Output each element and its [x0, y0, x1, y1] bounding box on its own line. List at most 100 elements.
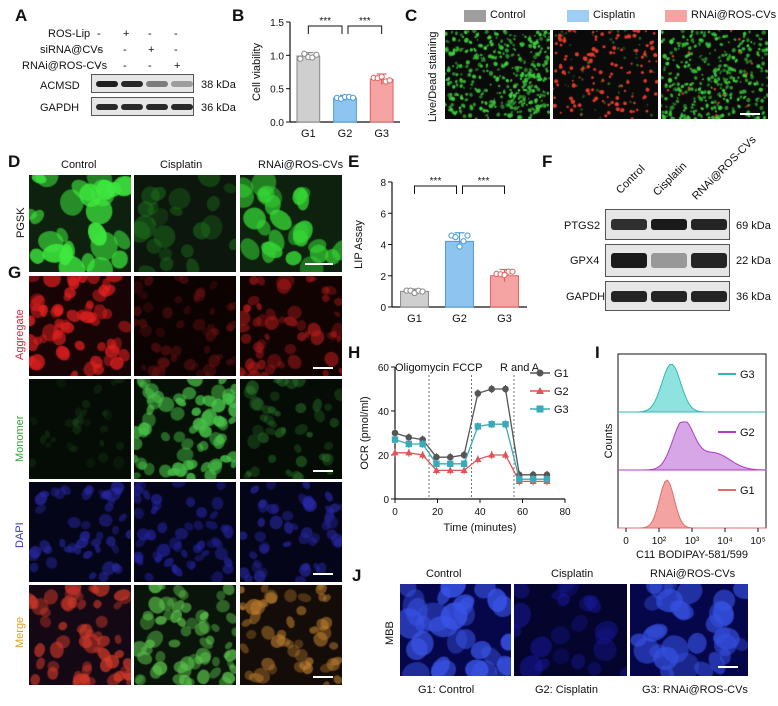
row-label-mbb: MBB — [384, 621, 396, 645]
legend-swatch-control — [464, 10, 486, 22]
sign-marker: + — [148, 44, 155, 56]
column-label: Control — [426, 568, 462, 580]
row-label-monomer: Monomer — [14, 415, 26, 462]
panel-label-e: E — [348, 152, 360, 171]
legend-label: Control — [490, 9, 526, 21]
y-tick-label: 20 — [378, 451, 390, 462]
mbb-cisplatin-image — [514, 584, 627, 676]
data-point — [297, 55, 304, 62]
scale-bar — [313, 676, 333, 678]
merge-rnai-image — [240, 585, 342, 685]
data-point — [419, 451, 427, 458]
y-tick-label: 0 — [380, 303, 386, 314]
x-tick-label: G3 — [497, 313, 512, 325]
kda-label: 22 kDa — [736, 255, 771, 267]
data-point — [488, 385, 495, 393]
x-tick-label: 80 — [559, 507, 571, 518]
kda-label: 69 kDa — [736, 220, 771, 232]
condition-label: ROS-Lip — [48, 28, 91, 40]
column-label: Cisplatin — [160, 159, 203, 171]
protein-label: GAPDH — [40, 102, 80, 114]
y-tick-label: 0 — [383, 495, 389, 506]
column-label: Cisplatin — [551, 568, 594, 580]
dapi-control-image — [29, 482, 131, 582]
data-point — [446, 453, 454, 461]
blot-gapdh — [91, 97, 194, 116]
data-point — [419, 288, 426, 295]
pgsk-control-image — [29, 175, 131, 272]
data-point — [474, 423, 482, 430]
data-point — [502, 385, 509, 393]
sign-marker: - — [97, 28, 101, 40]
blot-band — [691, 253, 727, 268]
mbb-rnai-image — [630, 584, 748, 676]
x-tick-label: G1 — [407, 313, 422, 325]
sign-marker: - — [174, 28, 178, 40]
legend-swatch-rnai — [665, 10, 687, 22]
bar — [333, 97, 357, 123]
column-label: RNAi@ROS-CVs — [258, 159, 344, 171]
annotation: R and A — [500, 362, 540, 374]
panel-label-h: H — [348, 343, 361, 362]
row-label-livedead: Live/Dead staining — [427, 31, 439, 122]
column-label: RNAi@ROS-CVs — [690, 133, 759, 203]
data-point — [543, 476, 551, 483]
chart-h: 0 20 40 60 0 20 40 60 80 Time (minutes) OCR (pmol/… — [359, 362, 571, 534]
aggregate-cisplatin-image — [134, 276, 236, 376]
significance-bracket — [307, 25, 343, 34]
blot-band — [611, 253, 647, 268]
x-tick-label: 0 — [623, 536, 629, 547]
y-tick-label: 1.5 — [270, 18, 284, 29]
blot-band — [651, 291, 687, 302]
blot-gapdh — [605, 281, 730, 311]
panel-label-d: D — [8, 152, 21, 171]
livedead-control-image — [445, 30, 550, 119]
livedead-rnai-image — [661, 30, 768, 119]
row-label-pgsk: PGSK — [15, 207, 27, 238]
merge-control-image — [29, 585, 131, 685]
data-point — [488, 421, 495, 428]
data-point — [456, 243, 463, 250]
column-label: Control — [614, 162, 648, 197]
row-label-aggregate: Aggregate — [14, 309, 26, 360]
significance-label: *** — [430, 176, 442, 187]
pgsk-rnai-image — [240, 175, 342, 272]
sign-marker: + — [174, 60, 181, 72]
x-tick-label: G2 — [452, 313, 467, 325]
data-point — [419, 440, 426, 448]
legend-marker — [536, 387, 544, 394]
chart-b: 0.0 0.5 1.0 1.5 Cell viability G1 G2 G3 *** *** — [251, 16, 400, 140]
annotation: FCCP — [453, 362, 483, 374]
protein-label: PTGS2 — [564, 220, 601, 232]
panel-label-j: J — [352, 566, 362, 585]
histogram — [618, 421, 767, 471]
blot-band — [171, 104, 193, 110]
legend-label: RNAi@ROS-CVs — [691, 9, 777, 21]
histogram — [618, 363, 766, 413]
data-point — [474, 455, 482, 462]
y-axis-title: Counts — [603, 423, 615, 458]
blot-band — [691, 291, 727, 302]
row-label-dapi: DAPI — [14, 522, 26, 548]
blot-band — [146, 104, 168, 110]
x-tick-label: 10² — [652, 536, 667, 547]
mbb-control-image — [400, 584, 511, 676]
data-point — [378, 73, 385, 80]
y-axis-title: OCR (pmol/ml) — [359, 396, 371, 469]
legend-label: G2 — [740, 427, 755, 439]
data-point — [446, 466, 454, 473]
data-point — [391, 429, 399, 437]
aggregate-rnai-image — [240, 276, 342, 376]
blot-band — [96, 81, 118, 87]
caption: G3: RNAi@ROS-CVs — [642, 684, 748, 696]
x-tick-label: 10³ — [685, 536, 700, 547]
series-line — [394, 423, 547, 480]
data-point — [501, 271, 508, 279]
data-point — [464, 232, 471, 239]
legend-swatch-cisplatin — [567, 10, 589, 22]
pgsk-cisplatin-image — [134, 175, 236, 272]
x-tick-label: 40 — [474, 507, 486, 518]
data-point — [405, 449, 413, 456]
column-label: Cisplatin — [651, 160, 690, 199]
column-label: RNAi@ROS-CVs — [650, 568, 736, 580]
